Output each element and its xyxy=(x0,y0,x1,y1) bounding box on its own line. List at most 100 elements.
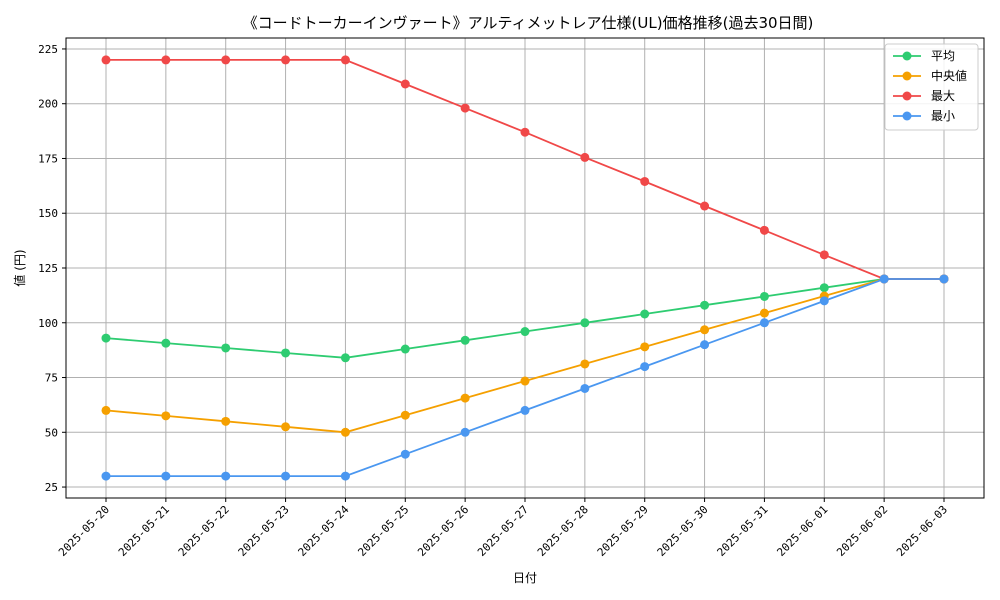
y-tick-label: 150 xyxy=(38,207,58,220)
data-point xyxy=(340,55,350,65)
data-point xyxy=(759,291,769,301)
x-tick-label: 2025-06-01 xyxy=(774,503,830,559)
data-point xyxy=(221,343,231,353)
x-tick-label: 2025-05-20 xyxy=(56,503,112,559)
data-point xyxy=(460,427,470,437)
data-point xyxy=(400,410,410,420)
data-point xyxy=(520,127,530,137)
data-point xyxy=(580,383,590,393)
y-tick-label: 25 xyxy=(45,481,58,494)
x-tick-label: 2025-05-30 xyxy=(655,503,711,559)
x-tick-label: 2025-05-31 xyxy=(715,503,771,559)
legend-item: 平均 xyxy=(893,49,955,63)
data-point xyxy=(460,335,470,345)
data-point xyxy=(640,176,650,186)
legend-label: 中央値 xyxy=(931,68,967,83)
legend-box xyxy=(884,43,979,131)
data-point xyxy=(460,393,470,403)
legend-item: 最小 xyxy=(893,109,955,123)
data-point xyxy=(700,201,710,211)
x-tick-label: 2025-05-28 xyxy=(535,503,591,559)
data-point xyxy=(221,471,231,481)
data-point xyxy=(281,422,291,432)
data-point xyxy=(520,405,530,415)
data-point xyxy=(161,471,171,481)
x-tick-label: 2025-06-03 xyxy=(894,503,950,559)
data-point xyxy=(400,449,410,459)
data-point xyxy=(161,55,171,65)
y-tick-label: 75 xyxy=(45,372,58,385)
data-point xyxy=(340,427,350,437)
x-axis-label: 日付 xyxy=(513,571,537,585)
data-point xyxy=(281,348,291,358)
y-tick-label: 225 xyxy=(38,43,58,56)
data-point xyxy=(221,55,231,65)
x-tick-label: 2025-05-29 xyxy=(595,503,651,559)
data-point xyxy=(819,296,829,306)
x-tick-label: 2025-06-02 xyxy=(834,503,890,559)
data-point xyxy=(640,309,650,319)
data-point xyxy=(700,340,710,350)
legend-marker xyxy=(902,51,912,61)
data-point xyxy=(700,325,710,335)
grid xyxy=(66,38,984,498)
x-tick-label: 2025-05-27 xyxy=(475,503,531,559)
data-point xyxy=(221,416,231,426)
x-tick-label: 2025-05-23 xyxy=(236,503,292,559)
data-point xyxy=(340,353,350,363)
data-point xyxy=(281,471,291,481)
y-tick-label: 125 xyxy=(38,262,58,275)
legend-marker xyxy=(902,71,912,81)
data-point xyxy=(580,152,590,162)
data-point xyxy=(759,308,769,318)
data-point xyxy=(759,225,769,235)
data-point xyxy=(580,359,590,369)
data-point xyxy=(819,250,829,260)
legend-item: 最大 xyxy=(893,89,955,103)
y-tick-label: 175 xyxy=(38,152,58,165)
data-point xyxy=(580,318,590,328)
x-tick-label: 2025-05-26 xyxy=(415,503,471,559)
data-point xyxy=(700,300,710,310)
data-point xyxy=(400,79,410,89)
data-point xyxy=(400,344,410,354)
data-point xyxy=(340,471,350,481)
data-point xyxy=(281,55,291,65)
x-tick-label: 2025-05-25 xyxy=(355,503,411,559)
series-layer xyxy=(101,55,949,481)
x-tick-label: 2025-05-21 xyxy=(116,503,172,559)
legend-label: 最小 xyxy=(931,109,955,123)
y-tick-label: 100 xyxy=(38,317,58,330)
x-axis-ticks: 2025-05-20 2025-05-21 2025-05-22 2025-05-23… xyxy=(56,498,950,559)
data-point xyxy=(101,471,111,481)
data-point xyxy=(161,411,171,421)
data-point xyxy=(101,55,111,65)
data-point xyxy=(520,327,530,337)
data-point xyxy=(759,318,769,328)
data-point xyxy=(101,405,111,415)
chart-title: 《コードトーカーインヴァート》アルティメットレア仕様(UL)価格推移(過去30日… xyxy=(243,14,814,32)
data-point xyxy=(101,333,111,343)
y-tick-label: 200 xyxy=(38,98,58,111)
series-3 xyxy=(101,274,949,481)
legend-marker xyxy=(902,91,912,101)
legend-label: 平均 xyxy=(931,49,955,63)
legend-marker xyxy=(902,111,912,121)
data-point xyxy=(640,362,650,372)
data-point xyxy=(879,274,889,284)
x-tick-label: 2025-05-24 xyxy=(296,503,352,559)
data-point xyxy=(640,342,650,352)
x-tick-label: 2025-05-22 xyxy=(176,503,232,559)
data-point xyxy=(161,338,171,348)
data-point xyxy=(460,103,470,113)
legend-label: 最大 xyxy=(931,89,955,103)
data-point xyxy=(819,283,829,293)
legend-item: 中央値 xyxy=(893,68,967,83)
data-point xyxy=(520,376,530,386)
y-tick-label: 50 xyxy=(45,426,58,439)
data-point xyxy=(939,274,949,284)
y-axis-label: 値 (円) xyxy=(12,249,27,286)
y-axis-ticks: 25 50 75 100 125 150 175 200 225 xyxy=(38,43,66,494)
